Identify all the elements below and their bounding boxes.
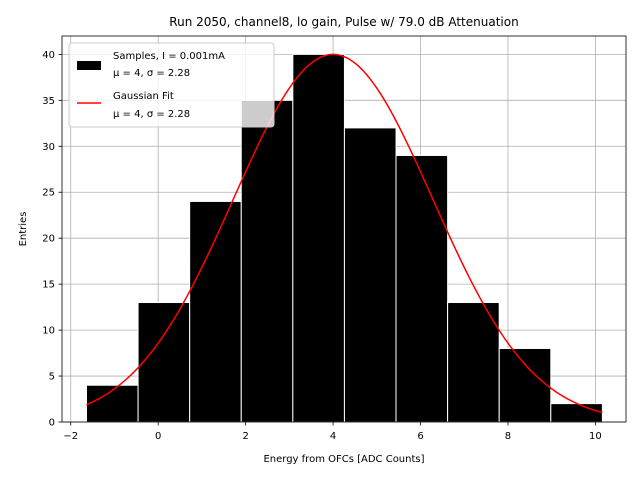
y-axis: 0 5 10 15 20 25 30 35 40 [42, 50, 62, 429]
legend-samples-swatch [77, 61, 101, 70]
y-tick-label: 5 [49, 372, 55, 383]
histogram-bar [447, 302, 500, 423]
x-tick-label: 2 [242, 431, 248, 442]
legend-fit-label: Gaussian Fit [113, 91, 174, 102]
histogram-bar [85, 384, 139, 423]
y-axis-label: Entries [18, 212, 29, 247]
plot-frame [61, 35, 627, 423]
legend-fit-stats: μ = 4, σ = 2.28 [113, 109, 190, 120]
x-tick-label: 4 [330, 431, 336, 442]
y-tick-label: 30 [42, 142, 55, 153]
x-axis-label: Energy from OFCs [ADC Counts] [263, 454, 424, 465]
x-tick-label: 6 [417, 431, 423, 442]
histogram-bar [189, 200, 242, 423]
x-tick-label: 0 [155, 431, 161, 442]
x-tick-label: 8 [505, 431, 511, 442]
x-tick-label: 10 [589, 431, 602, 442]
gaussian-fit-curve [86, 53, 603, 414]
histogram-bar [343, 127, 397, 423]
x-tick-label: −2 [63, 431, 78, 442]
histogram-bar [550, 403, 603, 423]
y-tick-label: 20 [42, 234, 55, 245]
y-tick-label: 35 [42, 96, 55, 107]
histogram-bar [292, 53, 345, 423]
legend: Samples, I = 0.001mA μ = 4, σ = 2.28 Gau… [68, 42, 275, 128]
y-tick-label: 0 [49, 418, 55, 429]
x-axis: −2 0 2 4 6 8 10 [63, 422, 602, 442]
histogram-bar [395, 154, 449, 423]
legend-samples-label: Samples, I = 0.001mA [113, 51, 225, 62]
y-tick-label: 15 [42, 280, 55, 291]
legend-box [68, 42, 275, 128]
y-tick-label: 10 [42, 326, 55, 337]
y-tick-label: 25 [42, 188, 55, 199]
histogram-bar [498, 347, 552, 423]
y-tick-label: 40 [42, 50, 55, 61]
chart-title: Run 2050, channel8, lo gain, Pulse w/ 79… [169, 15, 518, 29]
legend-samples-stats: μ = 4, σ = 2.28 [113, 68, 190, 79]
histogram-bar [240, 99, 294, 423]
histogram-bar [137, 302, 191, 423]
